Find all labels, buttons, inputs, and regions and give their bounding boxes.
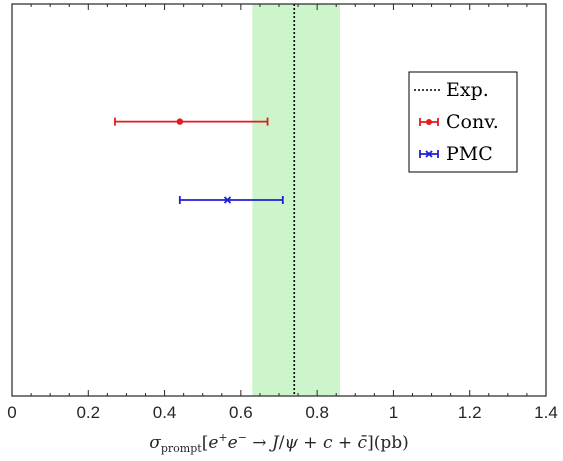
legend-entry-pmc: PMC (419, 143, 493, 165)
x-ticks: 0 0.2 0.4 0.6 0.8 1 1.2 1.4 (7, 4, 558, 422)
point-conv (176, 118, 184, 125)
x-tick-label: 0.6 (229, 403, 253, 422)
legend-entry-exp: Exp. (414, 79, 489, 101)
series-group (114, 117, 284, 204)
legend-label-pmc: PMC (446, 143, 493, 165)
legend-label-exp: Exp. (446, 79, 489, 101)
legend-marker-pmc (425, 150, 433, 158)
x-tick-label: 0.2 (76, 403, 100, 422)
x-tick-label: 0.4 (153, 403, 177, 422)
x-tick-label: 1.4 (534, 403, 558, 422)
legend-entry-conv: Conv. (419, 111, 499, 133)
point-pmc (223, 196, 232, 204)
legend-marker-conv (426, 119, 432, 125)
series-conv (114, 117, 269, 126)
x-tick-label: 0 (7, 403, 16, 422)
x-tick-label: 1.2 (458, 403, 482, 422)
x-tick-label: 0.8 (305, 403, 329, 422)
series-pmc (178, 196, 284, 204)
x-tick-label: 1 (389, 403, 398, 422)
legend: Exp. Conv. PMC (408, 71, 518, 173)
x-axis-label: σprompt[e+e− → J/ψ + c + c̄](pb) (149, 431, 408, 455)
legend-label-conv: Conv. (446, 111, 499, 133)
